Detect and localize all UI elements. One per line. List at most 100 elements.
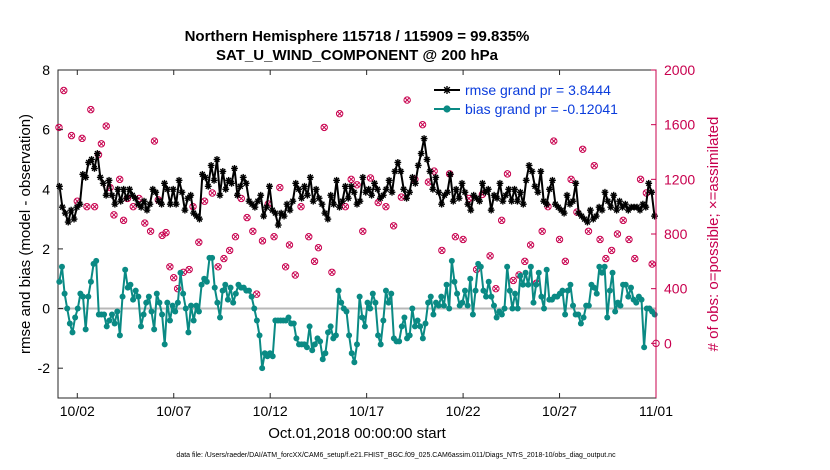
bias-point bbox=[119, 293, 126, 300]
bias-point bbox=[351, 359, 358, 366]
bias-point bbox=[451, 278, 458, 285]
obs-assimilated-point bbox=[556, 236, 563, 243]
bias-point bbox=[245, 287, 252, 294]
obs-possible-point bbox=[87, 105, 95, 114]
rmse-point bbox=[131, 194, 139, 202]
obs-assimilated-point bbox=[259, 238, 266, 244]
bias-point bbox=[322, 350, 329, 357]
obs-assimilated-point bbox=[452, 234, 458, 240]
rmse-point bbox=[172, 200, 180, 208]
bias-point bbox=[248, 293, 255, 300]
obs-assimilated-point bbox=[321, 124, 327, 130]
bias-point bbox=[137, 323, 144, 330]
obs-possible-point bbox=[55, 123, 63, 132]
rmse-point bbox=[385, 176, 393, 184]
obs-possible-point bbox=[90, 202, 99, 211]
bias-point bbox=[109, 311, 116, 318]
rmse-point bbox=[458, 179, 466, 187]
obs-assimilated-point bbox=[504, 171, 511, 177]
obs-possible-point bbox=[613, 230, 622, 238]
bias-point bbox=[622, 281, 629, 288]
bias-point bbox=[443, 281, 450, 288]
bias-point bbox=[190, 317, 197, 324]
rmse-point bbox=[411, 179, 419, 187]
rmse-point bbox=[347, 182, 355, 190]
obs-possible-point bbox=[116, 175, 124, 184]
rmse-point bbox=[487, 206, 495, 214]
obs-possible-point bbox=[185, 265, 193, 274]
bias-point bbox=[522, 269, 529, 276]
rmse-point bbox=[93, 150, 101, 157]
bias-point bbox=[401, 314, 408, 321]
obs-possible-point bbox=[492, 284, 500, 293]
bias-point bbox=[153, 290, 160, 297]
rmse-point bbox=[382, 185, 390, 193]
bias-point bbox=[567, 281, 574, 288]
obs-assimilated-point bbox=[306, 234, 312, 240]
rmse-point bbox=[502, 191, 510, 199]
rmse-point bbox=[210, 176, 218, 184]
x-tick-label: 10/27 bbox=[542, 403, 577, 419]
y2-tick-label: 1200 bbox=[664, 171, 695, 187]
bias-point bbox=[535, 269, 542, 276]
obs-possible-point bbox=[497, 216, 506, 225]
bias-point bbox=[56, 278, 63, 285]
bias-point bbox=[601, 263, 608, 270]
bias-point bbox=[559, 287, 566, 294]
bias-point bbox=[74, 305, 81, 312]
y2-tick-label: 400 bbox=[664, 281, 688, 297]
bias-point bbox=[467, 275, 474, 282]
rmse-point bbox=[511, 185, 518, 193]
rmse-point bbox=[409, 173, 416, 181]
rmse-point bbox=[266, 182, 273, 190]
bias-point bbox=[224, 296, 231, 303]
rmse-point bbox=[350, 188, 358, 196]
rmse-point bbox=[414, 162, 422, 169]
rmse-point bbox=[417, 150, 425, 157]
rmse-point bbox=[356, 197, 364, 205]
rmse-point bbox=[123, 194, 130, 202]
obs-assimilated-point bbox=[186, 266, 192, 273]
rmse-point bbox=[584, 218, 591, 226]
bias-point bbox=[596, 263, 603, 270]
legend-bias-marker bbox=[443, 105, 451, 113]
rmse-point bbox=[283, 200, 291, 208]
rmse-point bbox=[651, 212, 658, 220]
rmse-point bbox=[531, 182, 539, 190]
rmse-point bbox=[572, 179, 580, 187]
axes-layer: 10/02 10/07 10/12 10/17 10/22 10/27 11/01 -2 0 2 4… bbox=[38, 62, 696, 419]
rmse-point bbox=[423, 156, 431, 163]
obs-possible-point bbox=[162, 228, 170, 237]
bias-point bbox=[135, 293, 142, 300]
obs-possible-point bbox=[291, 271, 299, 279]
bias-point bbox=[269, 353, 276, 360]
rmse-point bbox=[374, 185, 381, 193]
bias-point bbox=[148, 308, 155, 315]
obs-possible-point bbox=[486, 252, 494, 260]
bias-point bbox=[58, 263, 65, 270]
rmse-point bbox=[309, 197, 317, 205]
bias-point bbox=[309, 347, 316, 354]
bias-point bbox=[480, 287, 487, 294]
rmse-point bbox=[254, 197, 262, 205]
obs-assimilated-point bbox=[163, 230, 169, 236]
rmse-point bbox=[508, 197, 516, 205]
x-tick-label: 10/02 bbox=[60, 403, 95, 419]
obs-possible-point bbox=[146, 227, 155, 235]
bias-point bbox=[87, 278, 94, 285]
obs-possible-point bbox=[403, 96, 411, 104]
obs-possible-point bbox=[335, 110, 344, 118]
obs-possible-point bbox=[538, 227, 546, 235]
rmse-point bbox=[181, 206, 189, 214]
obs-assimilated-point bbox=[117, 176, 123, 182]
obs-assimilated-point bbox=[425, 179, 431, 185]
bias-point bbox=[193, 302, 200, 309]
bias-point bbox=[306, 323, 313, 330]
bias-point bbox=[219, 287, 226, 294]
bias-point bbox=[172, 308, 179, 315]
rmse-point bbox=[295, 185, 303, 193]
rmse-point bbox=[228, 179, 235, 187]
rmse-point bbox=[394, 159, 402, 166]
obs-assimilated-point bbox=[56, 124, 62, 130]
bias-point bbox=[317, 338, 324, 345]
